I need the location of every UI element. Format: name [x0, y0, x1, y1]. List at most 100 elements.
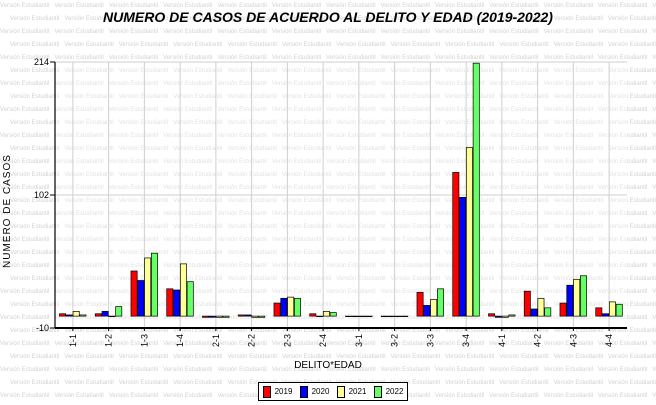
x-tick-label: 3-1	[354, 334, 364, 347]
bar-2020-3-1	[351, 315, 359, 317]
bar-2021-3-3	[430, 299, 438, 317]
bar-2022-2-4	[329, 312, 337, 317]
bar-2020-4-2	[530, 308, 538, 317]
bar-2020-1-1	[65, 314, 73, 317]
bar-2021-3-4	[465, 147, 473, 317]
bar-2021-4-4	[608, 301, 616, 317]
legend-label: 2022	[385, 387, 404, 396]
x-tick-label: 1-2	[104, 334, 114, 347]
bar-2021-2-4	[322, 311, 330, 317]
legend-item: 2019	[262, 385, 293, 398]
bar-2020-4-4	[602, 313, 610, 317]
bar-2022-4-1	[508, 314, 516, 317]
x-tick-label: 4-1	[497, 334, 507, 347]
x-tick-label: 4-4	[604, 334, 614, 347]
bar-2019-4-3	[559, 302, 567, 317]
bar-2020-1-4	[173, 289, 181, 317]
legend-item: 2021	[336, 385, 367, 398]
x-tick-label: 2-3	[282, 334, 292, 347]
bar-2020-4-3	[566, 284, 574, 317]
bar-2019-3-1	[345, 315, 353, 317]
bar-2022-2-3	[294, 297, 301, 317]
bar-2020-4-1	[494, 315, 502, 318]
bar-2020-3-4	[459, 197, 467, 317]
bar-2021-1-2	[108, 315, 116, 317]
x-tick-label: 3-4	[461, 334, 471, 347]
bar-2020-2-4	[316, 315, 324, 317]
x-tick-label: 2-2	[247, 334, 257, 347]
x-tick-label: 1-3	[139, 334, 149, 347]
bar-2020-1-3	[137, 280, 145, 317]
y-axis-label: NUMERO DE CASOS	[2, 154, 13, 268]
bar-2019-2-1	[202, 315, 210, 318]
bar-2022-4-4	[615, 303, 623, 317]
bar-2019-4-1	[488, 313, 496, 317]
bar-2019-4-2	[523, 290, 531, 317]
x-tick-label: 4-2	[533, 334, 543, 347]
bar-2020-2-2	[244, 314, 252, 317]
bar-2019-1-4	[166, 288, 174, 317]
legend-swatch	[262, 385, 271, 398]
x-tick-label: 3-2	[390, 334, 400, 347]
bar-2021-3-2	[394, 315, 402, 317]
bar-2019-3-3	[416, 292, 424, 317]
chart-title: NUMERO DE CASOS DE ACUERDO AL DELITO Y E…	[103, 9, 553, 25]
bar-2021-2-1	[215, 315, 223, 318]
bar-2022-4-2	[544, 307, 552, 317]
legend-item: 2022	[373, 385, 404, 398]
x-tick-label: 3-3	[425, 334, 435, 347]
x-axis-label: DELITO*EDAD	[294, 360, 362, 371]
y-tick-label: -10	[36, 323, 49, 333]
y-tick-label: 102	[34, 190, 49, 200]
legend-label: 2020	[311, 387, 330, 396]
bar-2021-4-2	[537, 297, 545, 317]
bar-2020-2-1	[208, 315, 216, 318]
bar-2019-2-4	[309, 313, 317, 317]
bar-2020-2-3	[280, 297, 288, 317]
bar-2022-1-1	[79, 314, 87, 317]
bar-2020-3-3	[423, 305, 431, 317]
bar-2021-1-3	[144, 257, 152, 317]
legend-swatch	[373, 385, 382, 398]
bar-2019-2-3	[273, 302, 281, 317]
bar-2019-4-4	[595, 307, 603, 317]
bar-2021-2-3	[287, 296, 295, 317]
bar-2019-3-4	[452, 172, 460, 317]
x-tick-label: 4-3	[568, 334, 578, 347]
legend-swatch	[299, 385, 308, 398]
bar-2019-1-3	[130, 270, 138, 317]
x-tick-label: 1-4	[175, 334, 185, 347]
bar-2020-3-2	[387, 315, 395, 317]
bar-2021-4-3	[573, 278, 581, 317]
bar-2021-1-1	[72, 311, 80, 317]
bar-2022-3-4	[472, 62, 480, 317]
y-tick-label: 214	[34, 57, 49, 67]
bar-2022-3-3	[437, 288, 444, 317]
bar-2022-3-1	[365, 315, 373, 317]
bar-2022-2-1	[222, 315, 230, 318]
bar-2022-1-2	[115, 306, 123, 317]
legend-label: 2021	[348, 387, 367, 396]
bar-2020-1-2	[101, 311, 109, 317]
bar-2022-1-4	[186, 281, 194, 317]
bar-2021-2-2	[251, 315, 259, 318]
x-tick-label: 1-1	[68, 334, 78, 347]
legend-label: 2019	[274, 387, 293, 396]
legend-swatch	[336, 385, 345, 398]
bar-2019-2-2	[237, 314, 245, 317]
bar-2022-4-3	[580, 275, 587, 317]
legend-item: 2020	[299, 385, 330, 398]
bar-2022-1-3	[151, 252, 158, 317]
bar-2019-1-2	[94, 313, 102, 317]
bar-2019-1-1	[59, 313, 67, 317]
x-tick-label: 2-4	[318, 334, 328, 347]
bar-2022-3-2	[401, 315, 409, 317]
bar-2021-3-1	[358, 315, 366, 317]
x-tick-label: 2-1	[211, 334, 221, 347]
bar-2022-2-2	[258, 315, 266, 318]
bar-2021-1-4	[179, 263, 187, 317]
bar-2021-4-1	[501, 315, 509, 318]
legend: 2019 2020 2021 2022	[258, 382, 408, 401]
bar-2019-3-2	[380, 315, 388, 317]
